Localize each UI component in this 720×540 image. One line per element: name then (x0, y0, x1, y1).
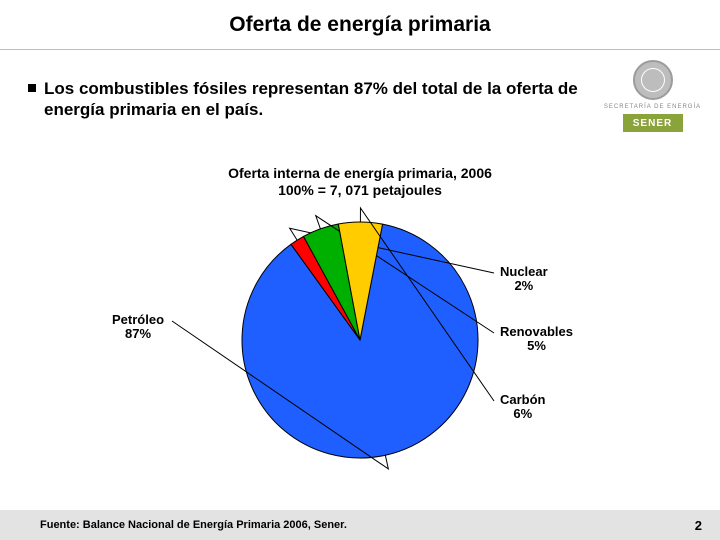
logo-block: SECRETARÍA DE ENERGÍA SENER (595, 60, 710, 140)
slice-label-nuclear: Nuclear2% (500, 265, 548, 294)
bullet-row: Los combustibles fósiles representan 87%… (28, 78, 578, 121)
secretaria-label: SECRETARÍA DE ENERGÍA (604, 104, 701, 110)
slice-label-name: Renovables (500, 325, 573, 339)
slice-label-name: Petróleo (112, 313, 164, 327)
sener-badge: SENER (623, 114, 683, 132)
slice-label-name: Carbón (500, 393, 546, 407)
chart-title: Oferta interna de energía primaria, 2006… (0, 165, 720, 199)
chart-title-line2: 100% = 7, 071 petajoules (0, 182, 720, 199)
gov-seal-icon (633, 60, 673, 100)
slice-label-renovables: Renovables5% (500, 325, 573, 354)
footer-bar: Fuente: Balance Nacional de Energía Prim… (0, 510, 720, 540)
slice-label-pct: 87% (112, 327, 164, 341)
slice-label-pct: 2% (500, 279, 548, 293)
page-title: Oferta de energía primaria (229, 13, 490, 37)
slice-label-pct: 5% (500, 339, 573, 353)
slice-label-pct: 6% (500, 407, 546, 421)
title-bar: Oferta de energía primaria (0, 0, 720, 50)
slice-label-carbón: Carbón6% (500, 393, 546, 422)
bullet-text: Los combustibles fósiles representan 87%… (44, 78, 578, 121)
source-text: Fuente: Balance Nacional de Energía Prim… (40, 519, 347, 531)
page-number: 2 (695, 518, 702, 533)
pie-svg (0, 205, 720, 485)
bullet-square-icon (28, 84, 36, 92)
slice-label-petróleo: Petróleo87% (112, 313, 164, 342)
slice-label-name: Nuclear (500, 265, 548, 279)
chart-title-line1: Oferta interna de energía primaria, 2006 (0, 165, 720, 182)
pie-chart: Petróleo87% Nuclear2% Renovables5% Carbón6% (0, 205, 720, 485)
